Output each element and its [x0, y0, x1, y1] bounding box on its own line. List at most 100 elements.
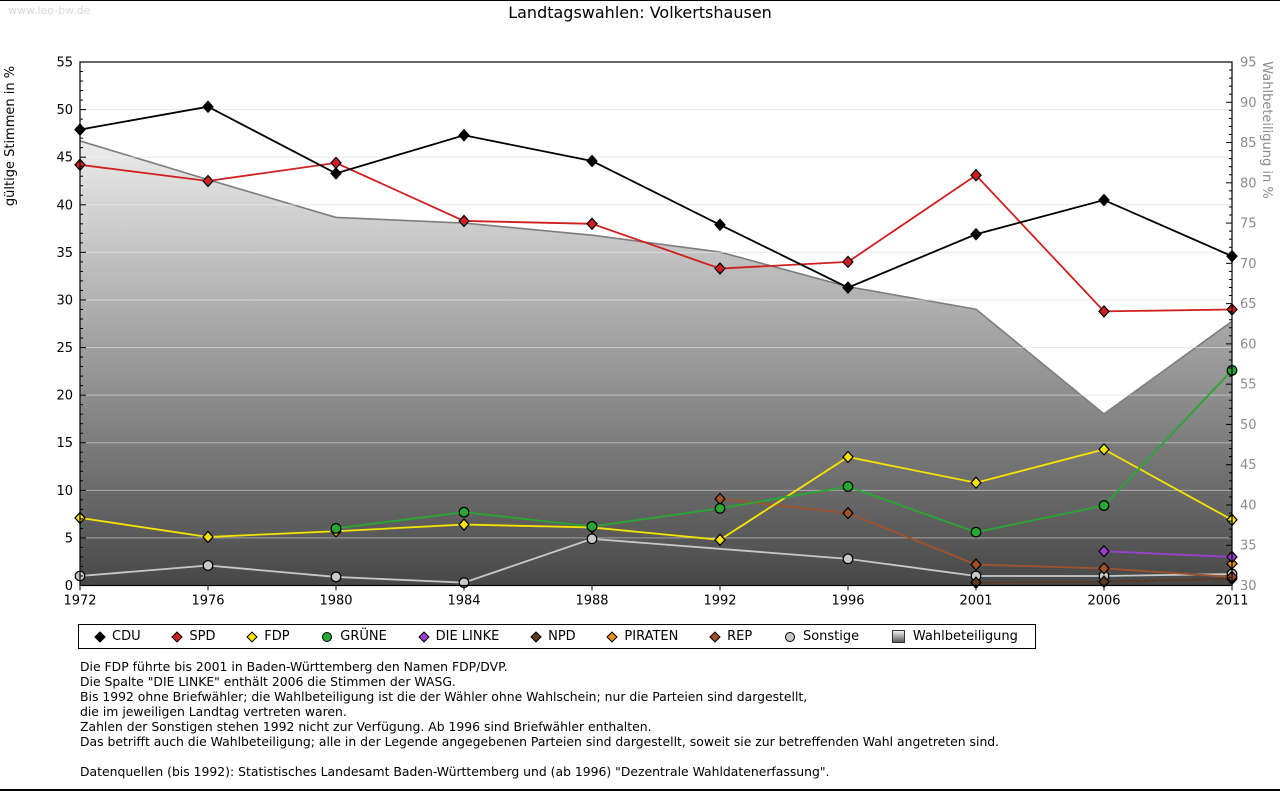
data-point-cdu [330, 166, 342, 180]
legend-item-die-linke: DIE LINKE [417, 629, 500, 644]
grune-marker-icon [322, 631, 333, 642]
right-tick-label: 80 [1240, 176, 1257, 191]
right-tick-label: 55 [1240, 378, 1257, 393]
right-tick-label: 95 [1240, 56, 1257, 71]
right-tick-label: 65 [1240, 297, 1257, 312]
data-point-cdu [1098, 193, 1110, 207]
piraten-marker-icon [606, 630, 619, 643]
x-tick-label: 1980 [319, 594, 352, 609]
legend-item-cdu: CDU [94, 629, 141, 644]
data-point-grune [330, 522, 342, 534]
x-tick-label: 2006 [1087, 594, 1120, 609]
right-tick-label: 50 [1240, 418, 1257, 433]
data-point-cdu [202, 100, 214, 114]
plot-area: 0 5 10 15 20 25 30 35 40 45 50 55 30 35 40 45 50 55 60 65 70… [56, 56, 1256, 609]
data-point-rep [970, 558, 982, 571]
data-point-spd [970, 168, 982, 182]
legend-item-wahlbeteiligung: Wahlbeteiligung [891, 629, 1018, 644]
footnote-line: Zahlen der Sonstigen stehen 1992 nicht z… [80, 719, 652, 734]
bottom-rule [0, 789, 1280, 791]
data-point-spd [586, 217, 598, 231]
data-point-sonstige [586, 533, 598, 545]
data-point-spd [458, 214, 470, 228]
left-tick-label: 0 [65, 579, 73, 594]
left-tick-label: 45 [56, 151, 73, 166]
legend-item-rep: REP [709, 629, 752, 644]
data-point-spd [714, 262, 726, 275]
legend-item-piraten: PIRATEN [606, 629, 679, 644]
data-point-sonstige [202, 560, 214, 571]
data-point-rep [842, 506, 854, 520]
plot-frame [79, 61, 1233, 587]
data-point-cdu [842, 281, 854, 294]
series-cdu [74, 100, 1238, 294]
election-line-chart: 0 5 10 15 20 25 30 35 40 45 50 55 30 35 40 45 50 55 60 65 70… [3, 56, 1274, 609]
legend-label: FDP [264, 629, 290, 644]
right-tick-label: 60 [1240, 337, 1257, 352]
left-tick-label: 35 [56, 246, 73, 261]
footnote-line: Bis 1992 ohne Briefwähler; die Wahlbetei… [80, 689, 808, 704]
npd-marker-icon [530, 630, 542, 643]
left-tick-label: 20 [56, 389, 73, 404]
die-linke-marker-icon [417, 630, 430, 643]
legend-label: CDU [112, 629, 141, 644]
footnote-line: Die Spalte "DIE LINKE" enthält 2006 die … [80, 674, 456, 689]
x-tick-label: 1988 [575, 594, 608, 609]
data-point-cdu [458, 128, 470, 142]
legend-label: Sonstige [802, 629, 860, 644]
data-point-sonstige [330, 571, 342, 583]
footnote-line: die im jeweiligen Landtag vertreten ware… [80, 704, 347, 719]
legend-item-fdp: FDP [246, 629, 290, 644]
data-point-fdp [202, 530, 214, 544]
cdu-marker-icon [94, 630, 106, 643]
data-point-rep [1098, 561, 1110, 575]
left-tick-label: 25 [56, 341, 73, 356]
data-point-grune [714, 503, 726, 514]
legend-label: PIRATEN [624, 629, 679, 644]
data-point-cdu [586, 154, 598, 168]
legend-label: NPD [548, 629, 576, 644]
data-point-grune [842, 481, 854, 492]
left-tick-label: 55 [56, 56, 73, 71]
turnout-line [79, 140, 1233, 415]
data-point-grune [586, 521, 598, 532]
data-point-spd [330, 156, 342, 170]
x-tick-label: 1996 [831, 594, 864, 609]
legend-label: Wahlbeteiligung [912, 629, 1018, 644]
right-tick-label: 40 [1240, 498, 1257, 513]
x-tick-label: 2011 [1215, 594, 1248, 609]
legend-item-spd: SPD [171, 629, 216, 644]
right-tick-label: 35 [1240, 539, 1257, 554]
data-point-grune [458, 506, 470, 518]
right-tick-label: 30 [1240, 579, 1257, 594]
x-tick-label: 1976 [191, 594, 224, 609]
footnotes: Die FDP führte bis 2001 in Baden-Württem… [80, 659, 999, 779]
data-point-spd [842, 255, 854, 269]
legend-label: DIE LINKE [435, 629, 500, 644]
data-point-fdp [458, 518, 470, 531]
x-tick-label: 1992 [703, 594, 736, 609]
legend-label: SPD [189, 629, 216, 644]
footnote-line: Datenquellen (bis 1992): Statistisches L… [80, 764, 830, 779]
x-tick-label: 1972 [63, 594, 96, 609]
data-point-spd [202, 174, 214, 188]
data-point-fdp [842, 450, 854, 464]
left-tick-label: 40 [56, 198, 73, 213]
right-tick-label: 90 [1240, 96, 1257, 111]
wahlbeteiligung-marker-icon [891, 630, 905, 643]
footnote-line: Die FDP führte bis 2001 in Baden-Württem… [80, 659, 508, 674]
data-point-die-linke [1098, 544, 1110, 558]
footnote-line [80, 749, 999, 764]
left-axis-title: gültige Stimmen in % [3, 66, 18, 206]
right-tick-label: 45 [1240, 458, 1257, 473]
series-rep [714, 492, 1238, 584]
left-tick-label: 5 [65, 531, 73, 546]
data-point-cdu [714, 218, 726, 232]
right-tick-label: 85 [1240, 136, 1257, 151]
chart-legend: CDU SPD FDP GRÜNE DIE LINKE NPD PIRATEN REP Sons… [78, 624, 1036, 649]
left-tick-label: 50 [56, 103, 73, 118]
data-point-cdu [970, 227, 982, 241]
fdp-marker-icon [246, 630, 258, 643]
footnote-line: Das betrifft auch die Wahlbeteiligung; a… [80, 734, 1000, 749]
page-title: Landtagswahlen: Volkertshausen [508, 3, 772, 22]
